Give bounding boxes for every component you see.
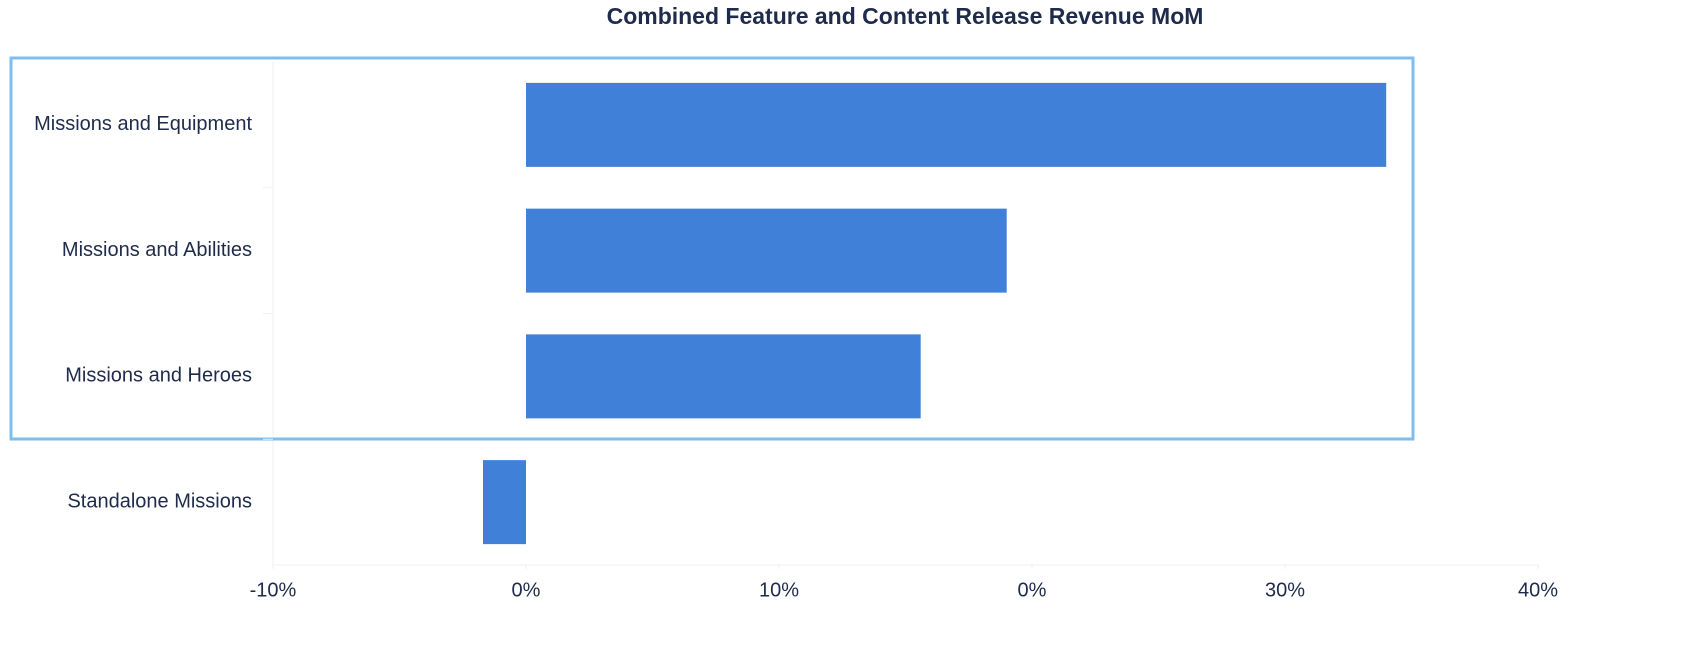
- x-tick-label: 10%: [759, 579, 799, 601]
- bar: [526, 334, 921, 419]
- bar: [526, 82, 1387, 167]
- x-tick-label: 40%: [1518, 579, 1558, 601]
- x-tick-label: -10%: [250, 579, 297, 601]
- bar: [482, 460, 526, 545]
- x-tick-label: 0%: [1018, 579, 1047, 601]
- y-tick-label: Standalone Missions: [67, 490, 252, 512]
- x-tick-label: 30%: [1265, 579, 1305, 601]
- chart-title: Combined Feature and Content Release Rev…: [607, 3, 1204, 29]
- y-tick-label: Missions and Heroes: [65, 365, 252, 387]
- y-tick-label: Missions and Abilities: [62, 239, 252, 261]
- highlight-box: [9, 56, 1415, 441]
- y-tick-label: Missions and Equipment: [34, 113, 252, 135]
- x-tick-label: 0%: [512, 579, 541, 601]
- bar: [526, 208, 1007, 293]
